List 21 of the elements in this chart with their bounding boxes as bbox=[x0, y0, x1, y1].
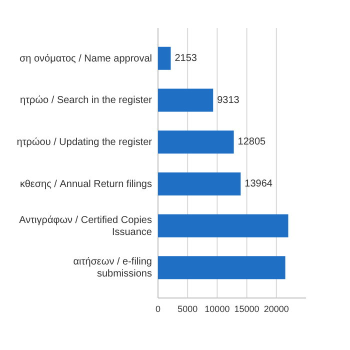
x-tick-label: 10000 bbox=[204, 304, 230, 314]
x-tick-label: 5000 bbox=[178, 304, 198, 314]
x-tick-label: 20000 bbox=[264, 304, 289, 314]
data-label: 2153 bbox=[174, 52, 198, 64]
y-tick-label: ητρώο / Search in the register bbox=[20, 94, 153, 106]
bar bbox=[158, 256, 286, 280]
y-tick-label: αιτήσεων / e-filing submissions bbox=[73, 256, 152, 280]
data-label: 13964 bbox=[244, 178, 273, 190]
y-tick-label: Αντιγράφων / Certified Copies Issuance bbox=[19, 214, 152, 238]
bar bbox=[158, 88, 214, 112]
y-tick-label: ση ονόματος / Name approval bbox=[19, 52, 152, 64]
bar bbox=[158, 214, 288, 238]
x-tick-label: 0 bbox=[155, 304, 161, 314]
data-label: 9313 bbox=[217, 94, 240, 106]
bar bbox=[158, 130, 234, 154]
data-label: 12805 bbox=[238, 136, 266, 148]
y-tick-label: ητρώου / Updating the register bbox=[16, 136, 153, 148]
y-tick-label: κθεσης / Annual Return filings bbox=[20, 178, 152, 190]
bar bbox=[158, 172, 241, 196]
x-tick-label: 15000 bbox=[234, 304, 260, 314]
bar bbox=[158, 46, 171, 70]
